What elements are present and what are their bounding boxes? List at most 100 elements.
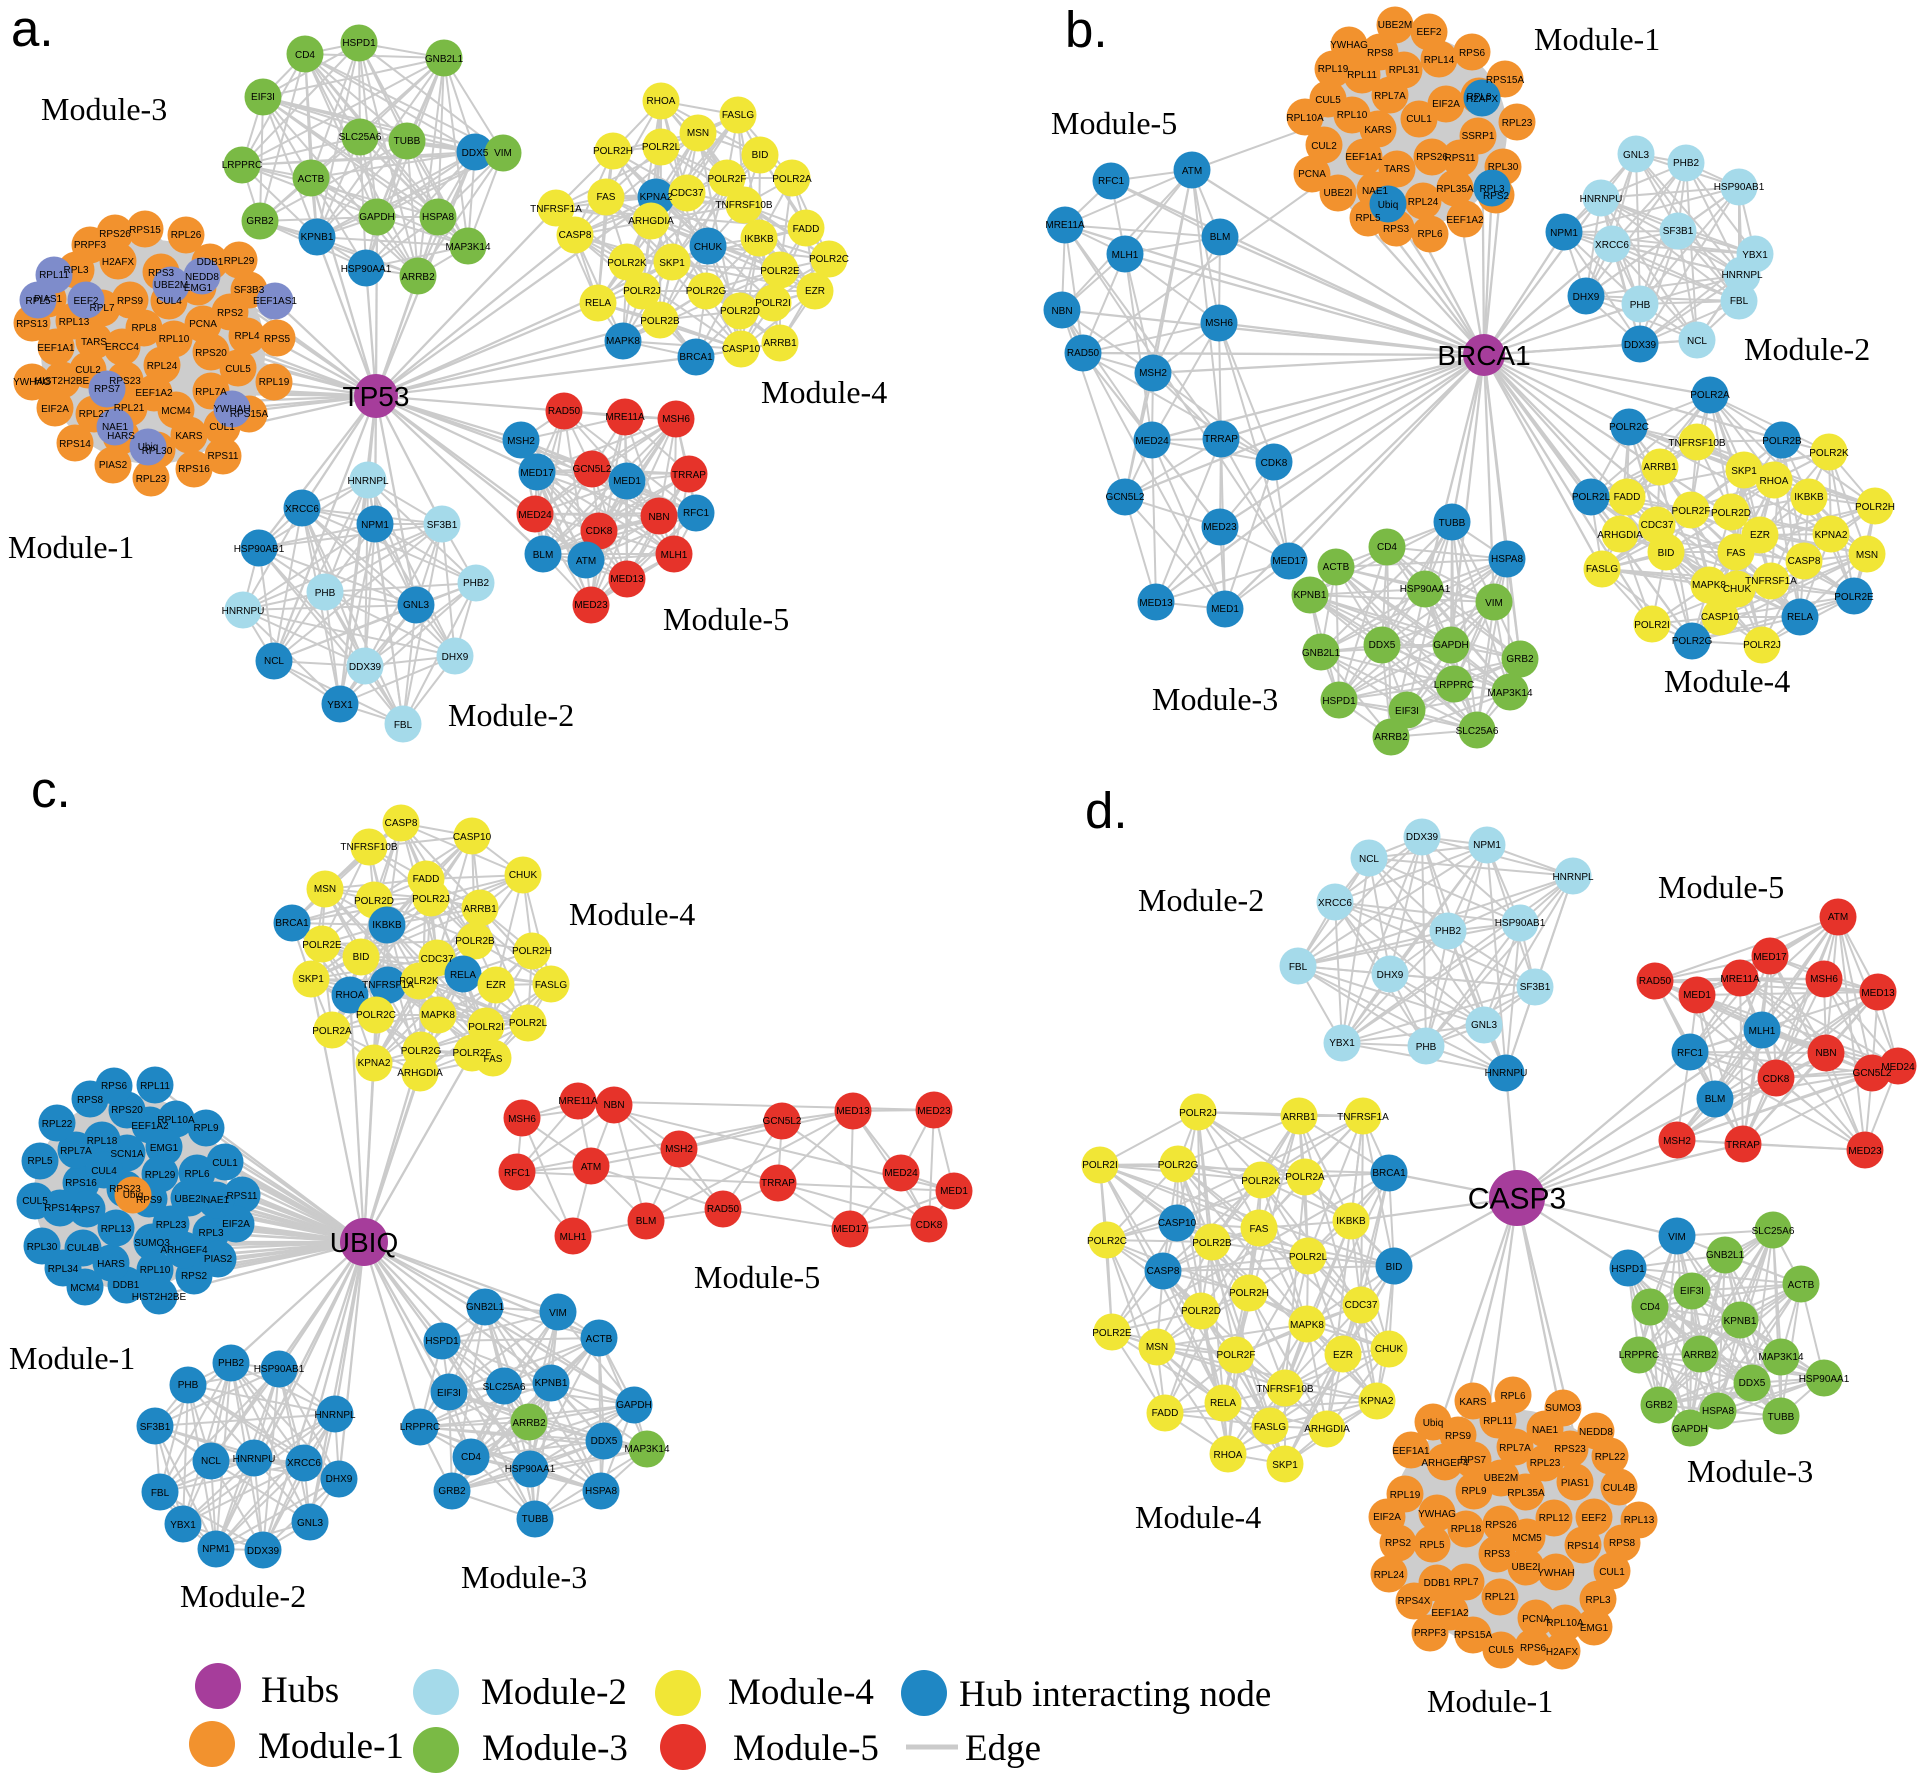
svg-text:TNFRSF10B: TNFRSF10B xyxy=(340,842,398,853)
svg-text:RPL35A: RPL35A xyxy=(1507,1488,1545,1499)
svg-text:GRB2: GRB2 xyxy=(1506,654,1534,665)
svg-text:MED13: MED13 xyxy=(1861,988,1895,999)
svg-text:MED13: MED13 xyxy=(1139,598,1173,609)
svg-text:IKBKB: IKBKB xyxy=(1794,492,1824,503)
svg-text:KPNB1: KPNB1 xyxy=(1294,590,1327,601)
svg-text:ARRB2: ARRB2 xyxy=(512,1418,546,1429)
svg-text:HIST2H2BE: HIST2H2BE xyxy=(132,1292,187,1303)
svg-text:PHB: PHB xyxy=(1416,1042,1437,1053)
svg-text:EIF2A: EIF2A xyxy=(41,404,69,415)
svg-text:POLR2F: POLR2F xyxy=(708,174,747,185)
svg-text:SKP1: SKP1 xyxy=(1272,1460,1298,1471)
svg-text:RPL5: RPL5 xyxy=(1419,1540,1444,1551)
svg-text:Ubiq: Ubiq xyxy=(1423,1418,1444,1429)
svg-text:KPNA2: KPNA2 xyxy=(1815,530,1848,541)
svg-text:HSPD1: HSPD1 xyxy=(1611,1264,1645,1275)
svg-text:LRPPRC: LRPPRC xyxy=(400,1422,441,1433)
svg-text:DHX9: DHX9 xyxy=(1573,292,1600,303)
svg-text:Module-3: Module-3 xyxy=(1687,1453,1813,1489)
svg-text:MED24: MED24 xyxy=(518,510,552,521)
svg-text:MCM5: MCM5 xyxy=(1512,1533,1542,1544)
svg-text:HNRNPU: HNRNPU xyxy=(1485,1068,1528,1079)
svg-text:EZR: EZR xyxy=(1333,1350,1353,1361)
svg-text:MED13: MED13 xyxy=(836,1106,870,1117)
svg-text:HNRNPL: HNRNPL xyxy=(1552,872,1594,883)
svg-text:RPL11: RPL11 xyxy=(1347,70,1377,81)
svg-text:XRCC6: XRCC6 xyxy=(1595,240,1629,251)
svg-text:RPL23: RPL23 xyxy=(156,1220,187,1231)
svg-text:NBN: NBN xyxy=(1815,1048,1836,1059)
svg-text:POLR2C: POLR2C xyxy=(1609,422,1649,433)
svg-text:FBL: FBL xyxy=(394,720,413,731)
svg-text:CUL1: CUL1 xyxy=(209,422,235,433)
svg-text:ATM: ATM xyxy=(1182,166,1202,177)
svg-text:HNRNPL: HNRNPL xyxy=(347,476,389,487)
svg-text:EEF1A2: EEF1A2 xyxy=(131,1121,169,1132)
svg-text:CASP10: CASP10 xyxy=(1701,612,1740,623)
svg-text:RPL35A: RPL35A xyxy=(1436,184,1474,195)
svg-text:DDB1: DDB1 xyxy=(1424,1578,1451,1589)
svg-text:KARS: KARS xyxy=(175,431,203,442)
svg-text:POLR2D: POLR2D xyxy=(1181,1306,1221,1317)
svg-text:NAE1: NAE1 xyxy=(1362,186,1389,197)
svg-text:POLR2K: POLR2K xyxy=(399,976,439,987)
svg-text:NCL: NCL xyxy=(264,656,284,667)
svg-text:POLR2L: POLR2L xyxy=(642,142,681,153)
svg-text:RPS6: RPS6 xyxy=(101,1081,128,1092)
svg-text:RPL21: RPL21 xyxy=(1485,1592,1516,1603)
svg-text:POLR2E: POLR2E xyxy=(1834,592,1874,603)
svg-text:RPL12: RPL12 xyxy=(1539,1513,1570,1524)
svg-text:FAS: FAS xyxy=(484,1054,503,1065)
svg-text:POLR2A: POLR2A xyxy=(1285,1172,1325,1183)
svg-text:ATM: ATM xyxy=(581,1162,601,1173)
svg-text:MAPK8: MAPK8 xyxy=(421,1010,455,1021)
svg-text:RPS15A: RPS15A xyxy=(230,409,269,420)
svg-text:Module-1: Module-1 xyxy=(258,1726,404,1767)
svg-text:EMG1: EMG1 xyxy=(1580,1623,1609,1634)
svg-text:RFC1: RFC1 xyxy=(504,1168,531,1179)
svg-text:CASP8: CASP8 xyxy=(385,818,418,829)
svg-text:YBX1: YBX1 xyxy=(1742,250,1768,261)
svg-text:MED24: MED24 xyxy=(1135,436,1169,447)
svg-text:Module-3: Module-3 xyxy=(41,91,167,127)
svg-text:POLR2A: POLR2A xyxy=(312,1026,352,1037)
svg-text:Module-5: Module-5 xyxy=(733,1728,879,1769)
svg-text:TUBB: TUBB xyxy=(1439,518,1466,529)
svg-text:NAE1: NAE1 xyxy=(203,1195,230,1206)
svg-text:CUL4B: CUL4B xyxy=(1603,1483,1636,1494)
svg-text:GCN5L2: GCN5L2 xyxy=(1853,1068,1892,1079)
svg-text:CDC37: CDC37 xyxy=(1345,1300,1378,1311)
svg-text:ARHGDIA: ARHGDIA xyxy=(628,216,674,227)
svg-text:HIST2H2BE: HIST2H2BE xyxy=(35,376,90,387)
svg-text:RPL9: RPL9 xyxy=(193,1123,218,1134)
svg-text:CDC37: CDC37 xyxy=(1641,520,1674,531)
svg-text:GRB2: GRB2 xyxy=(438,1486,466,1497)
svg-text:LRPPRC: LRPPRC xyxy=(222,160,263,171)
svg-text:IKBKB: IKBKB xyxy=(372,920,402,931)
svg-text:EIF3I: EIF3I xyxy=(251,92,275,103)
svg-text:RPS20: RPS20 xyxy=(111,1105,143,1116)
svg-text:EEF2: EEF2 xyxy=(1581,1513,1606,1524)
svg-text:GNL3: GNL3 xyxy=(403,600,430,611)
svg-text:RPS13: RPS13 xyxy=(16,319,48,330)
svg-text:RPL13: RPL13 xyxy=(59,317,90,328)
svg-text:RPS23: RPS23 xyxy=(109,1184,141,1195)
svg-text:IKBKB: IKBKB xyxy=(744,234,774,245)
svg-text:RPS2: RPS2 xyxy=(1483,191,1510,202)
svg-text:RELA: RELA xyxy=(1787,612,1813,623)
svg-text:RELA: RELA xyxy=(1210,1398,1236,1409)
svg-text:DDX39: DDX39 xyxy=(247,1546,280,1557)
svg-text:SLC25A6: SLC25A6 xyxy=(339,132,382,143)
svg-text:GCN5L2: GCN5L2 xyxy=(1106,492,1145,503)
svg-text:RPL29: RPL29 xyxy=(224,256,255,267)
svg-text:POLR2G: POLR2G xyxy=(1672,636,1713,647)
svg-text:HSPA8: HSPA8 xyxy=(422,212,454,223)
svg-text:MSH6: MSH6 xyxy=(662,414,690,425)
svg-text:LRPPRC: LRPPRC xyxy=(1434,680,1475,691)
svg-text:RPL6: RPL6 xyxy=(1500,1391,1525,1402)
svg-text:FAS: FAS xyxy=(1250,1224,1269,1235)
svg-text:HSP90AA1: HSP90AA1 xyxy=(341,264,392,275)
svg-text:d.: d. xyxy=(1085,782,1128,839)
svg-text:HSPD1: HSPD1 xyxy=(425,1336,459,1347)
svg-text:CUL1: CUL1 xyxy=(1406,114,1432,125)
